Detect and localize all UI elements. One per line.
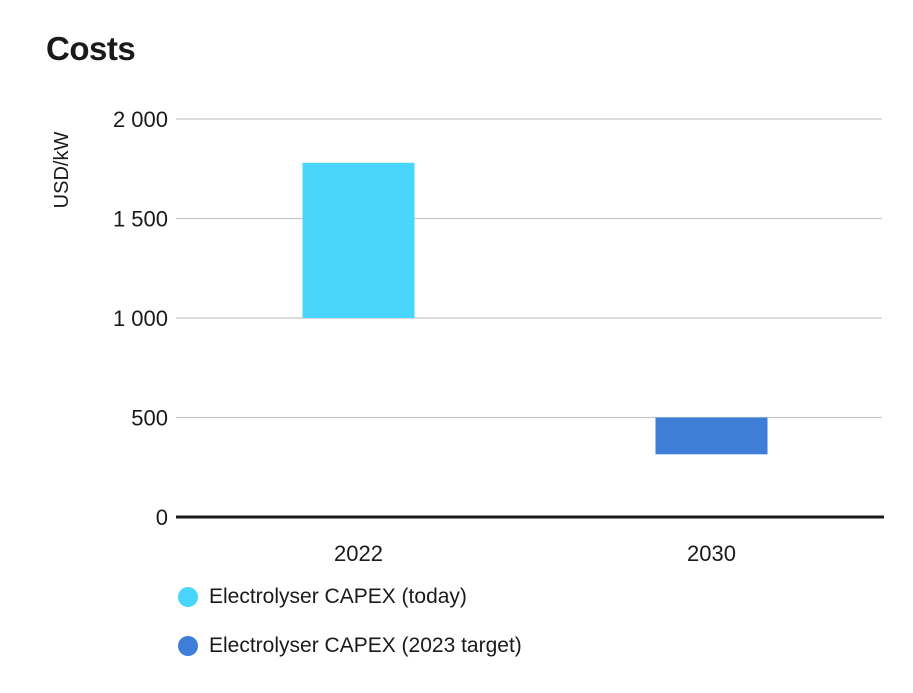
x-axis-tick-labels: 2022 2030 bbox=[334, 541, 736, 566]
legend-item-2023-target: Electrolyser CAPEX (2023 target) bbox=[178, 631, 522, 661]
x-tick-label: 2030 bbox=[687, 541, 736, 566]
y-tick-label: 0 bbox=[156, 505, 168, 530]
legend-item-today: Electrolyser CAPEX (today) bbox=[178, 582, 522, 612]
y-tick-label: 1 500 bbox=[113, 207, 168, 232]
y-tick-label: 1 000 bbox=[113, 306, 168, 331]
bar-2022-series-0 bbox=[302, 162, 415, 318]
bars bbox=[302, 162, 768, 455]
legend-label-today: Electrolyser CAPEX (today) bbox=[209, 585, 467, 608]
x-tick-label: 2022 bbox=[334, 541, 383, 566]
legend-swatch-2023-target bbox=[178, 636, 198, 656]
bar-2030-series-1 bbox=[655, 417, 768, 455]
y-tick-label: 500 bbox=[131, 406, 168, 431]
gridlines bbox=[176, 118, 884, 519]
legend-label-2023-target: Electrolyser CAPEX (2023 target) bbox=[209, 634, 522, 657]
y-axis-label: USD/kW bbox=[51, 132, 73, 209]
legend: Electrolyser CAPEX (today) Electrolyser … bbox=[178, 582, 522, 680]
y-axis-tick-labels: 0 500 1 000 1 500 2 000 bbox=[113, 107, 168, 530]
chart-title: Costs bbox=[46, 30, 136, 67]
legend-swatch-today bbox=[178, 587, 198, 607]
y-tick-label: 2 000 bbox=[113, 107, 168, 132]
